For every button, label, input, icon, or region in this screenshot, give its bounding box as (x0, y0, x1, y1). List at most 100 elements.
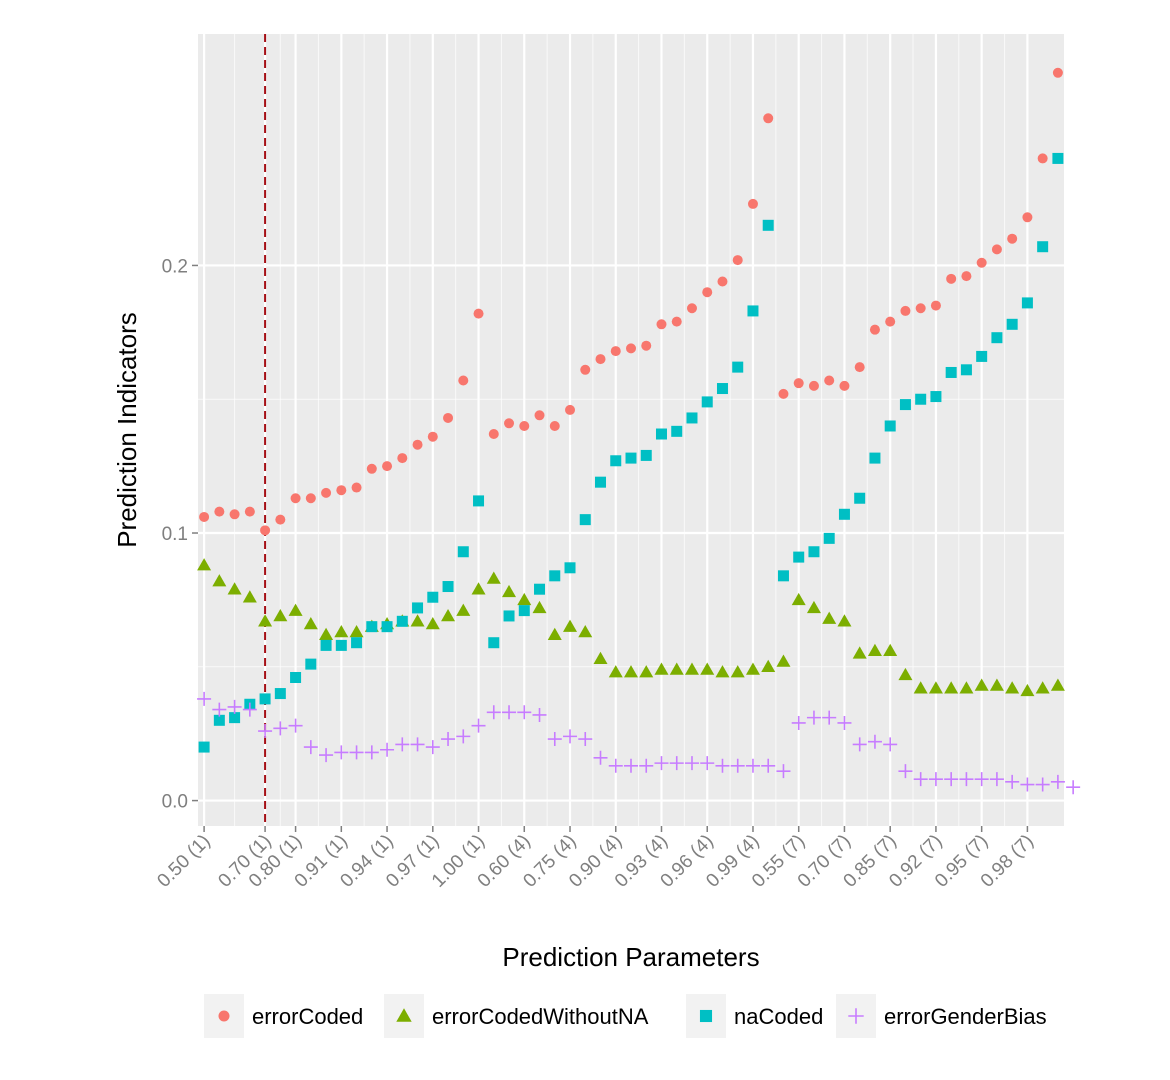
point-errorCoded (488, 429, 499, 440)
point-errorCoded (519, 420, 530, 431)
point-errorCoded (915, 303, 926, 314)
data-points (197, 67, 1081, 795)
point-naCoded (762, 219, 774, 231)
point-errorCodedWithoutNA (273, 608, 288, 622)
point-errorGenderBias (578, 732, 593, 747)
point-naCoded (976, 350, 988, 362)
legend-marker-errorGenderBias (848, 1008, 864, 1024)
point-errorGenderBias (456, 729, 471, 744)
point-errorCoded (900, 305, 911, 316)
point-errorCodedWithoutNA (486, 571, 501, 584)
point-errorCodedWithoutNA (1035, 681, 1050, 694)
y-tick-label: 0.0 (162, 792, 188, 813)
point-errorCodedWithoutNA (425, 616, 440, 630)
point-naCoded (579, 514, 591, 526)
point-naCoded (823, 532, 835, 544)
point-naCoded (229, 712, 241, 724)
point-errorGenderBias (563, 729, 578, 744)
point-naCoded (854, 492, 866, 504)
point-errorCodedWithoutNA (212, 574, 227, 587)
point-naCoded (1052, 152, 1064, 164)
y-axis-title: Prediction Indicators (112, 312, 142, 548)
point-errorCoded (626, 343, 636, 354)
point-errorCodedWithoutNA (471, 582, 486, 595)
point-errorGenderBias (593, 750, 608, 765)
point-errorGenderBias (288, 718, 303, 733)
point-errorCoded (961, 271, 972, 282)
y-tick-label: 0.1 (162, 524, 188, 545)
point-naCoded (320, 639, 332, 651)
point-naCoded (473, 495, 485, 507)
point-naCoded (991, 332, 1003, 344)
point-errorCodedWithoutNA (806, 600, 821, 614)
point-errorGenderBias (928, 772, 943, 787)
point-errorCoded (610, 346, 621, 357)
point-errorGenderBias (654, 756, 669, 771)
point-errorGenderBias (380, 742, 395, 757)
point-naCoded (595, 476, 607, 488)
point-errorCodedWithoutNA (608, 665, 623, 678)
point-naCoded (732, 361, 744, 373)
legend-marker-naCoded (699, 1009, 713, 1023)
point-errorCodedWithoutNA (913, 681, 928, 694)
point-errorCodedWithoutNA (624, 665, 638, 678)
point-naCoded (640, 449, 652, 461)
point-errorGenderBias (715, 758, 730, 773)
point-errorGenderBias (944, 772, 959, 787)
point-errorCoded (1052, 67, 1063, 78)
point-errorCoded (686, 303, 697, 314)
point-errorCodedWithoutNA (1020, 683, 1035, 697)
point-errorCodedWithoutNA (502, 584, 517, 598)
point-errorCoded (305, 493, 316, 504)
point-errorCoded (458, 375, 469, 386)
point-errorGenderBias (837, 715, 852, 730)
point-errorCoded (580, 364, 591, 375)
point-errorCodedWithoutNA (227, 582, 242, 595)
point-naCoded (686, 412, 698, 424)
point-errorCodedWithoutNA (593, 651, 608, 665)
point-errorCoded (473, 308, 484, 319)
point-naCoded (381, 621, 393, 633)
point-errorGenderBias (669, 756, 684, 771)
point-errorCodedWithoutNA (852, 646, 867, 659)
point-errorCodedWithoutNA (349, 625, 364, 638)
point-naCoded (274, 688, 286, 700)
point-errorCodedWithoutNA (867, 643, 882, 656)
point-errorCoded (290, 493, 301, 504)
point-naCoded (1021, 297, 1033, 309)
legend-marker-errorCodedWithoutNA (396, 1008, 412, 1022)
point-errorCodedWithoutNA (334, 625, 349, 638)
point-naCoded (396, 615, 408, 627)
point-errorGenderBias (471, 718, 486, 733)
point-errorCoded (671, 316, 682, 327)
point-naCoded (930, 391, 942, 403)
point-errorCoded (382, 461, 393, 472)
point-errorCoded (763, 113, 774, 124)
point-errorCoded (229, 509, 240, 520)
point-errorCodedWithoutNA (242, 590, 257, 603)
point-errorCodedWithoutNA (410, 614, 425, 627)
plot-panel (198, 34, 1064, 826)
point-errorGenderBias (547, 732, 562, 747)
point-errorCoded (641, 340, 652, 351)
point-naCoded (198, 741, 210, 753)
point-errorGenderBias (974, 772, 989, 787)
point-errorCodedWithoutNA (684, 662, 699, 675)
point-errorGenderBias (227, 699, 242, 714)
point-errorCoded (839, 380, 850, 391)
point-errorCodedWithoutNA (822, 611, 837, 624)
point-errorCoded (1037, 153, 1048, 164)
point-errorGenderBias (684, 756, 699, 771)
point-errorGenderBias (242, 702, 257, 717)
point-errorGenderBias (852, 737, 867, 752)
point-errorGenderBias (1066, 780, 1081, 795)
point-errorCoded (976, 257, 987, 268)
point-errorGenderBias (898, 764, 913, 779)
point-errorGenderBias (730, 758, 745, 773)
point-naCoded (366, 621, 378, 633)
point-naCoded (457, 546, 469, 558)
point-errorGenderBias (883, 737, 898, 752)
point-errorCodedWithoutNA (883, 643, 898, 656)
point-errorGenderBias (608, 758, 623, 773)
point-errorCodedWithoutNA (197, 558, 212, 571)
